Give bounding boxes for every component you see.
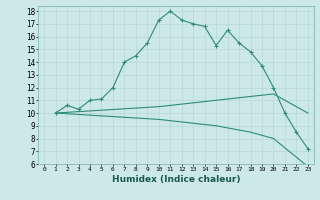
X-axis label: Humidex (Indice chaleur): Humidex (Indice chaleur) [112, 175, 240, 184]
